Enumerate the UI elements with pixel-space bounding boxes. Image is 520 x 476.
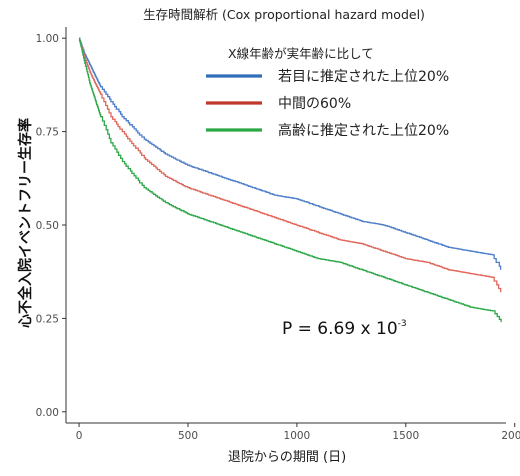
y-tick-label: 1.00 (36, 33, 59, 45)
legend-title: X線年齢が実年齢に比して (228, 46, 374, 61)
series-line (78, 37, 502, 293)
x-tick-label: 1000 (284, 430, 311, 442)
y-axis-title: 心不全入院イベントフリー生存率 (17, 118, 34, 328)
p-value-base: P = 6.69 x 10 (282, 319, 398, 339)
y-tick-label: 0.75 (36, 127, 59, 139)
y-tick-label: 0.00 (36, 407, 59, 419)
legend-items: 若目に推定された上位20% 中間の60% 高齢に推定された上位20% (206, 69, 449, 139)
series-line (79, 37, 502, 270)
x-tick-label: 500 (178, 430, 198, 442)
series-lines (78, 37, 502, 323)
y-tick-label: 0.50 (36, 220, 59, 232)
y-ticks: 0.00 0.25 0.50 0.75 1.00 (36, 33, 66, 419)
legend-label: 若目に推定された上位20% (278, 69, 449, 85)
x-axis-title: 退院からの期間 (日) (228, 450, 346, 465)
chart-title: 生存時間解析 (Cox proportional hazard model) (143, 7, 425, 22)
p-value-annotation: P = 6.69 x 10-3 (282, 319, 407, 339)
p-value-exponent: -3 (398, 319, 407, 329)
legend-label: 高齢に推定された上位20% (278, 122, 449, 139)
x-ticks: 0 500 1000 1500 2000 (76, 423, 520, 442)
legend: X線年齢が実年齢に比して 若目に推定された上位20% 中間の60% 高齢に推定された… (206, 46, 449, 139)
x-tick-label: 2000 (501, 430, 520, 442)
legend-label: 中間の60% (278, 96, 351, 112)
x-tick-label: 1500 (392, 430, 419, 442)
series-line (79, 37, 502, 323)
axes (65, 27, 506, 424)
x-tick-label: 0 (76, 430, 83, 442)
y-tick-label: 0.25 (36, 313, 59, 325)
